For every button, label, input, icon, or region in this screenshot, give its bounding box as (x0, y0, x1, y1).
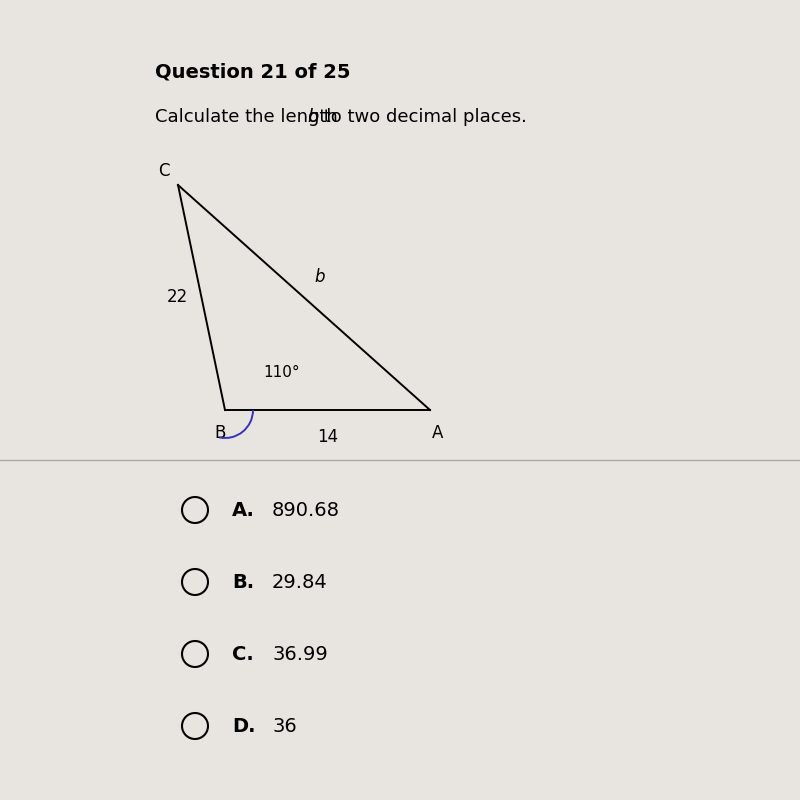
Text: to two decimal places.: to two decimal places. (318, 108, 527, 126)
Text: 36: 36 (272, 717, 297, 735)
Text: C.: C. (232, 645, 254, 663)
Text: A: A (432, 424, 444, 442)
Text: 14: 14 (317, 428, 338, 446)
Text: 110°: 110° (263, 365, 300, 380)
Text: Calculate the length: Calculate the length (155, 108, 343, 126)
Text: 890.68: 890.68 (272, 501, 340, 519)
Text: B.: B. (232, 573, 254, 591)
Text: A.: A. (232, 501, 255, 519)
Text: b: b (307, 108, 318, 126)
Text: B: B (214, 424, 226, 442)
Text: b: b (314, 267, 325, 286)
Text: 22: 22 (166, 289, 187, 306)
Text: 36.99: 36.99 (272, 645, 328, 663)
Text: Question 21 of 25: Question 21 of 25 (155, 62, 350, 81)
Text: D.: D. (232, 717, 255, 735)
Text: C: C (158, 162, 170, 180)
Text: 29.84: 29.84 (272, 573, 328, 591)
